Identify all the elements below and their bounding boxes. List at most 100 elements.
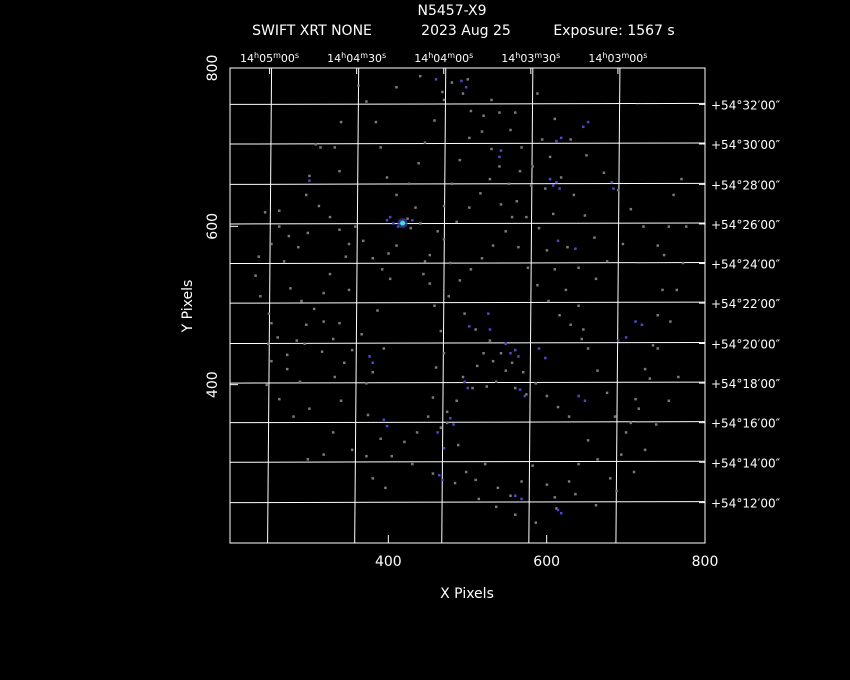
event-point — [333, 146, 336, 149]
event-point — [621, 242, 625, 246]
observation-date: 2023 Aug 25 — [421, 23, 511, 39]
event-point — [509, 494, 512, 497]
event-point — [594, 504, 598, 507]
medium-event-point — [436, 431, 439, 434]
event-point — [553, 117, 557, 121]
event-point — [669, 320, 672, 323]
event-point — [680, 177, 683, 181]
bright-source-point — [400, 220, 406, 226]
event-point — [537, 226, 541, 230]
event-point — [520, 146, 523, 149]
event-point — [365, 100, 368, 103]
event-point — [661, 288, 664, 292]
event-point — [267, 312, 271, 315]
event-point — [450, 81, 454, 84]
event-point — [464, 470, 468, 474]
ra-tick-label: 14h03m30s — [501, 51, 560, 65]
event-point — [498, 111, 501, 114]
event-point — [379, 437, 382, 440]
ra-tick-label: 14h04m00s — [414, 51, 473, 65]
event-point — [449, 261, 452, 265]
medium-event-point — [498, 155, 501, 159]
event-point — [466, 78, 469, 81]
event-point — [455, 220, 458, 224]
event-point — [602, 171, 606, 174]
event-point — [306, 458, 310, 461]
event-point — [338, 169, 341, 173]
event-point — [681, 261, 685, 265]
medium-event-point — [523, 394, 526, 398]
event-point — [278, 209, 281, 212]
x-axis-label: X Pixels — [440, 586, 494, 602]
event-point — [615, 489, 618, 493]
event-point — [433, 119, 436, 122]
event-point — [547, 299, 550, 303]
event-point — [379, 146, 382, 149]
event-point — [450, 182, 454, 186]
event-point — [442, 98, 446, 102]
event-point — [480, 257, 484, 260]
event-point — [257, 255, 260, 258]
event-point — [510, 215, 514, 219]
instrument-label: SWIFT XRT NONE — [252, 23, 372, 39]
event-point — [322, 291, 325, 295]
event-point — [643, 367, 647, 371]
event-point — [344, 255, 348, 258]
event-point — [685, 225, 688, 228]
event-point — [453, 481, 457, 485]
event-point — [629, 421, 633, 425]
event-point — [431, 472, 435, 475]
event-point — [265, 383, 268, 387]
event-point — [654, 423, 658, 426]
event-point — [278, 225, 281, 228]
event-point — [286, 353, 289, 357]
event-point — [328, 272, 332, 276]
event-point — [362, 239, 365, 243]
dec-tick-label: +54°24′00″ — [711, 258, 781, 272]
event-point — [495, 505, 498, 509]
event-point — [609, 477, 612, 480]
event-point — [423, 141, 427, 144]
event-point — [433, 304, 436, 307]
event-point — [395, 193, 398, 197]
event-point — [381, 268, 384, 271]
event-point — [360, 333, 363, 336]
event-point — [423, 260, 427, 263]
event-point — [298, 380, 302, 383]
event-point — [436, 230, 439, 233]
event-point — [651, 344, 655, 347]
event-point — [479, 192, 482, 195]
event-point — [586, 439, 590, 442]
ra-grid-line — [615, 67, 621, 544]
medium-event-point — [514, 348, 517, 352]
event-point — [482, 352, 485, 355]
x-axis-ticks: 400 600 800 — [375, 535, 718, 570]
ra-grid-line — [441, 67, 447, 544]
dec-grid-line — [229, 460, 706, 463]
event-point — [417, 162, 420, 165]
dec-grid-line — [229, 142, 706, 145]
event-point — [371, 257, 374, 260]
event-point — [496, 486, 500, 490]
event-point — [382, 347, 386, 350]
event-point — [365, 382, 368, 385]
event-point — [540, 138, 544, 141]
medium-event-point — [308, 179, 311, 182]
medium-event-point — [442, 447, 446, 450]
event-point — [376, 309, 379, 312]
event-point — [525, 215, 528, 219]
event-point — [306, 231, 310, 235]
event-point — [548, 155, 552, 159]
event-point — [656, 314, 659, 317]
medium-event-point — [487, 312, 490, 315]
event-point — [426, 415, 430, 418]
event-point — [620, 453, 623, 456]
medium-event-point — [388, 215, 392, 219]
medium-event-point — [548, 177, 552, 181]
event-point — [656, 347, 659, 350]
event-point — [322, 320, 325, 323]
event-point — [328, 215, 332, 219]
event-point — [488, 339, 492, 342]
event-point — [468, 136, 471, 140]
event-point — [656, 244, 659, 247]
